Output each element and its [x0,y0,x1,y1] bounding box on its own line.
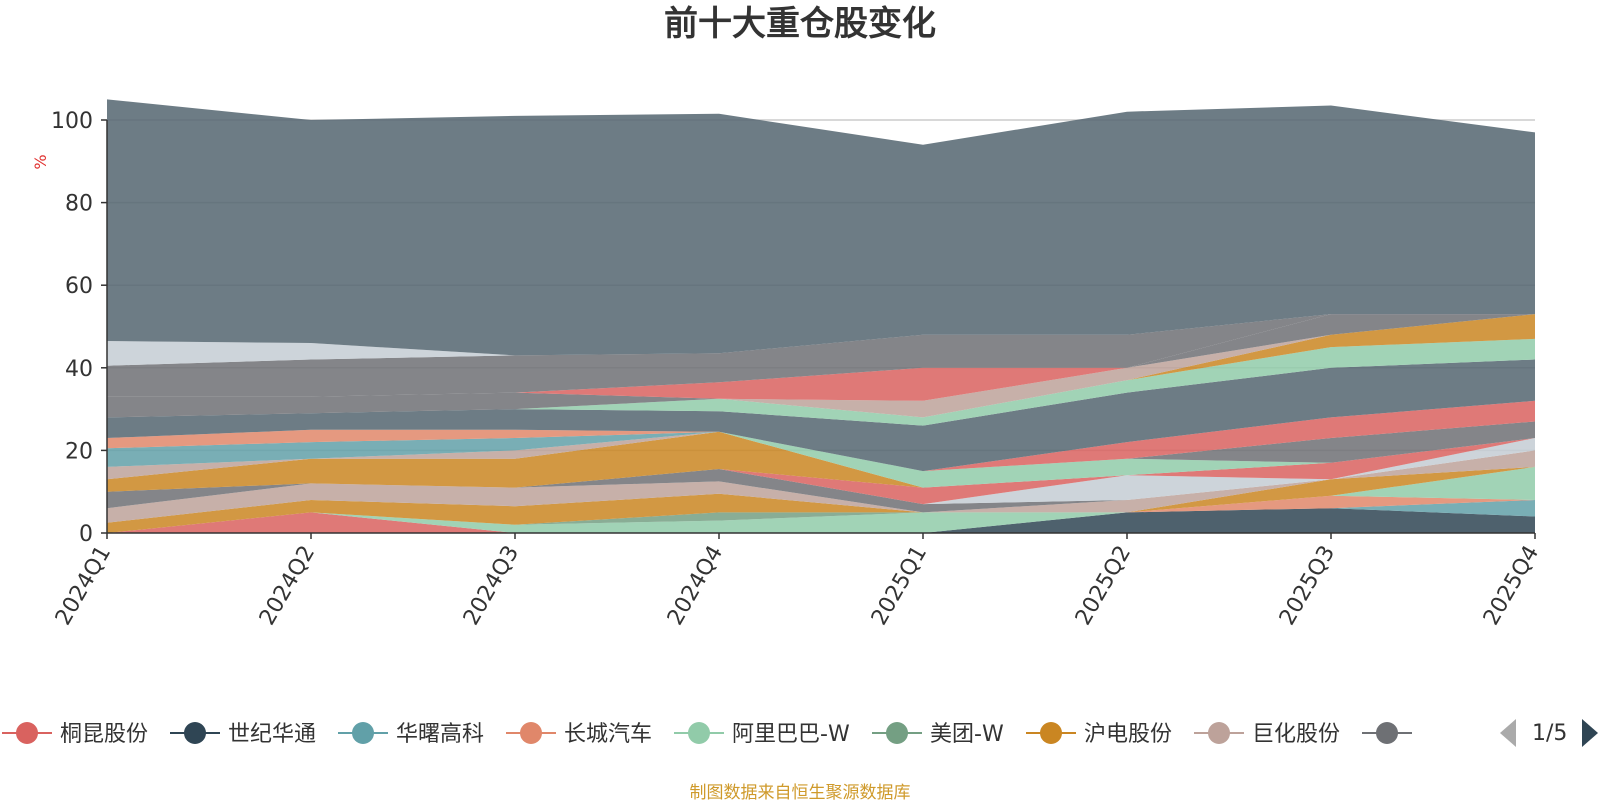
series-area [107,450,1535,523]
legend-label: 巨化股份 [1252,722,1340,747]
series-area [107,99,1535,356]
legend-label: 沪电股份 [1084,722,1172,747]
next-page-icon[interactable] [1582,719,1598,747]
series-area [107,466,1535,533]
series-area [107,314,1535,418]
legend-item[interactable]: 桐昆股份 [2,722,148,747]
series-area [107,359,1535,472]
series-area [107,512,1535,533]
legend-marker-icon [1376,722,1398,744]
legend-marker-icon [184,722,206,744]
legend-label: 桐昆股份 [60,722,148,747]
legend-item[interactable] [1362,722,1412,744]
series-area [107,431,1535,480]
x-tick-label: 2024Q4 [663,542,728,630]
legend-marker-icon [1040,722,1062,744]
legend[interactable]: 桐昆股份 世纪华通 华曙高科 长城汽车 阿里巴巴-W 美团-W 沪电股份 巨化股份 [2,722,1412,747]
x-tick-label: 2025Q2 [1071,542,1136,630]
legend-item[interactable]: 巨化股份 [1194,722,1340,747]
y-tick-label: 20 [65,439,93,464]
legend-label: 阿里巴巴-W [732,722,850,747]
series-area [107,438,1535,505]
x-tick-label: 2024Q1 [51,542,116,630]
legend-label: 长城汽车 [564,722,652,747]
legend-item[interactable]: 美团-W [872,722,1004,747]
legend-item[interactable]: 世纪华通 [170,722,316,747]
legend-label: 美团-W [930,722,1004,747]
series-area [107,338,1535,426]
legend-pager[interactable]: 1/5 [1500,719,1598,747]
legend-marker-icon [688,722,710,744]
x-tick-label: 2025Q3 [1275,542,1340,630]
series-area [107,314,1535,397]
series-area [107,400,1535,472]
series-area [107,431,1535,472]
series-area [107,314,1535,401]
legend-item[interactable]: 沪电股份 [1026,722,1172,747]
prev-page-icon[interactable] [1500,719,1516,747]
legend-marker-icon [520,722,542,744]
series-area [107,438,1535,505]
y-tick-label: 80 [65,192,93,217]
legend-marker-icon [1208,722,1230,744]
chart-title: 前十大重仓股变化 [664,4,936,44]
series-areas [107,99,1535,533]
legend-label: 华曙高科 [396,722,484,747]
legend-item[interactable]: 阿里巴巴-W [674,722,850,747]
y-tick-label: 40 [65,357,93,382]
x-tick-label: 2025Q4 [1479,542,1544,630]
x-tick-label: 2024Q3 [459,542,524,630]
legend-item[interactable]: 华曙高科 [338,722,484,747]
x-tick-label: 2025Q1 [867,542,932,630]
y-tick-label: 0 [79,522,93,547]
legend-label: 世纪华通 [228,722,316,747]
x-tick-label: 2024Q2 [255,542,320,630]
legend-item[interactable]: 长城汽车 [506,722,652,747]
series-area [107,466,1535,533]
series-area [107,431,1535,492]
data-source-note: 制图数据来自恒生聚源数据库 [689,783,911,803]
y-tick-label: 100 [51,109,93,134]
y-tick-label: 60 [65,274,93,299]
legend-page-indicator: 1/5 [1532,721,1567,746]
legend-marker-icon [16,722,38,744]
y-axis-unit: % [31,154,50,169]
legend-marker-icon [352,722,374,744]
series-area [107,508,1535,533]
series-area [107,429,1535,472]
legend-marker-icon [886,722,908,744]
series-area [107,314,1535,366]
series-area [107,495,1535,533]
series-area [107,421,1535,472]
